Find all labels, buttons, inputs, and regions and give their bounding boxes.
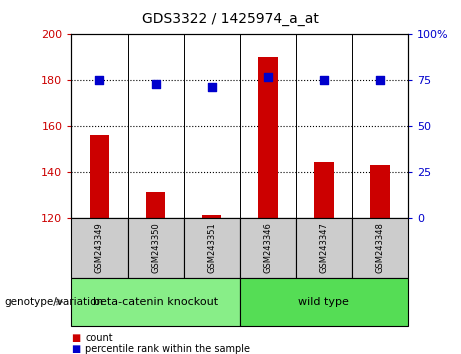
Text: GSM243347: GSM243347 bbox=[319, 222, 328, 273]
Text: ■: ■ bbox=[71, 344, 81, 354]
Point bbox=[264, 74, 272, 80]
Text: genotype/variation: genotype/variation bbox=[5, 297, 104, 307]
Bar bbox=[146, 193, 165, 218]
Bar bbox=[71, 218, 128, 278]
Text: wild type: wild type bbox=[298, 297, 349, 307]
Bar bbox=[240, 278, 408, 326]
Bar bbox=[258, 57, 278, 218]
Text: ■: ■ bbox=[71, 333, 81, 343]
Text: GSM243351: GSM243351 bbox=[207, 222, 216, 273]
Text: GSM243350: GSM243350 bbox=[151, 222, 160, 273]
Text: GDS3322 / 1425974_a_at: GDS3322 / 1425974_a_at bbox=[142, 12, 319, 27]
Point bbox=[152, 81, 160, 87]
Text: beta-catenin knockout: beta-catenin knockout bbox=[93, 297, 218, 307]
Text: GSM243349: GSM243349 bbox=[95, 222, 104, 273]
Bar bbox=[314, 162, 334, 218]
Bar bbox=[240, 218, 296, 278]
Text: count: count bbox=[85, 333, 113, 343]
Bar bbox=[296, 218, 352, 278]
Point bbox=[320, 77, 327, 82]
Bar bbox=[352, 218, 408, 278]
Point bbox=[96, 77, 103, 82]
Bar bbox=[202, 215, 221, 218]
Bar bbox=[370, 165, 390, 218]
Text: GSM243348: GSM243348 bbox=[375, 222, 384, 273]
Bar bbox=[90, 135, 109, 218]
Bar bbox=[71, 278, 240, 326]
Bar bbox=[128, 218, 183, 278]
Bar bbox=[183, 218, 240, 278]
Point bbox=[376, 77, 384, 82]
Text: GSM243346: GSM243346 bbox=[263, 222, 272, 273]
Text: percentile rank within the sample: percentile rank within the sample bbox=[85, 344, 250, 354]
Point bbox=[208, 84, 215, 89]
